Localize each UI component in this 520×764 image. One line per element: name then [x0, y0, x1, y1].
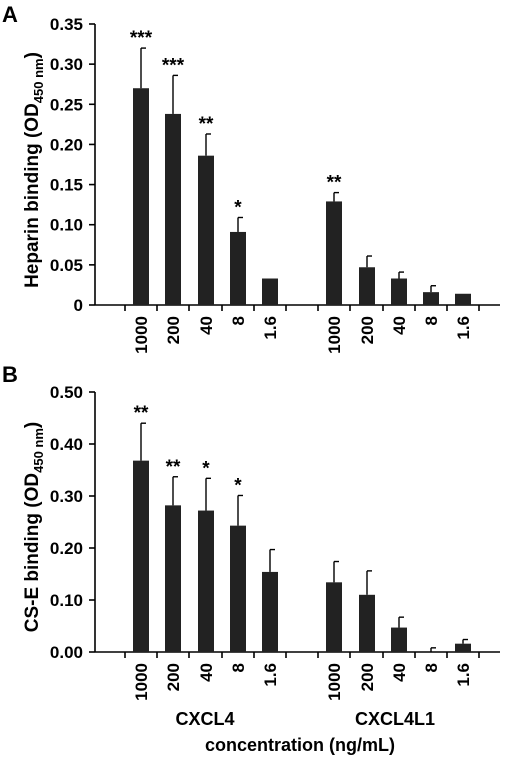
- panel-b-category-label: 40: [390, 663, 409, 682]
- panel-b-bar: [133, 460, 149, 652]
- panel-b-letter: B: [2, 362, 18, 387]
- panel-b-y-tick-label: 0.20: [50, 539, 83, 558]
- panel-b-y-tick-label: 0.50: [50, 383, 83, 402]
- panel-a-y-tick-label: 0.30: [50, 55, 83, 74]
- panel-b-category-label: 1000: [325, 663, 344, 701]
- panel-a-bar: [423, 292, 439, 305]
- panel-b-y-tick-label: 0.30: [50, 487, 83, 506]
- panel-a-y-tick-label: 0.20: [50, 135, 83, 154]
- panel-a-plot: 00.050.100.150.200.250.300.35***1000***2…: [50, 15, 500, 354]
- panel-a-bar: [391, 278, 407, 305]
- panel-b-y-tick-label: 0.10: [50, 591, 83, 610]
- panel-a-significance-label: ***: [130, 28, 153, 49]
- panel-b-category-label: 200: [358, 663, 377, 691]
- panel-a-y-tick-label: 0.05: [50, 256, 83, 275]
- panel-b-bar: [262, 571, 278, 652]
- panel-a-bar: [133, 88, 149, 305]
- panel-b-bar: [198, 510, 214, 652]
- panel-b-category-label: 1.6: [454, 663, 473, 687]
- panel-a-bar: [230, 231, 246, 305]
- panel-b-ylabel: CS-E binding (OD450 nm): [22, 422, 46, 633]
- panel-a-significance-label: *: [234, 197, 242, 218]
- group-label-cxcl4: CXCL4: [175, 709, 234, 729]
- panel-a-ylabel: Heparin binding (OD450 nm): [22, 52, 46, 288]
- panel-a-y-tick-label: 0: [74, 296, 83, 315]
- panel-a-bar: [165, 113, 181, 305]
- panel-a-bar: [326, 201, 342, 305]
- panel-b-plot: 0.00 0.10 0.20 0.30 0.40 0.50 ** 1000 ** 200 * 40 * 8…: [50, 383, 500, 701]
- panel-b-significance-label: *: [234, 475, 242, 496]
- panel-b-bar: [165, 505, 181, 652]
- panel-a-category-label: 200: [164, 316, 183, 344]
- panel-a-letter: A: [2, 2, 18, 27]
- panel-a-category-label: 40: [197, 316, 216, 335]
- panel-b-significance-label: **: [134, 403, 149, 424]
- panel-b-y-tick-label: 0.00: [50, 643, 83, 662]
- panel-a-bar: [455, 293, 471, 305]
- panel-b-category-label: 40: [197, 663, 216, 682]
- panel-a-category-label: 1000: [132, 316, 151, 354]
- panel-b-significance-label: **: [166, 457, 181, 478]
- panel-a-significance-label: ***: [162, 55, 185, 76]
- panel-b-y-tick-label: 0.40: [50, 435, 83, 454]
- panel-b-category-label: 200: [164, 663, 183, 691]
- panel-b-category-label: 1.6: [261, 663, 280, 687]
- panel-b-category-label: 1000: [132, 663, 151, 701]
- panel-a-category-label: 8: [229, 316, 248, 325]
- panel-a-y-tick-label: 0.10: [50, 216, 83, 235]
- panel-a-y-tick-label: 0.15: [50, 176, 83, 195]
- panel-a-significance-label: **: [199, 114, 214, 135]
- panel-a-y-tick-label: 0.35: [50, 15, 83, 34]
- panel-a-significance-label: **: [327, 173, 342, 194]
- panel-a-y-tick-label: 0.25: [50, 95, 83, 114]
- panel-a-category-label: 1.6: [261, 316, 280, 340]
- panel-a-category-label: 1000: [325, 316, 344, 354]
- x-axis-title: concentration (ng/mL): [205, 735, 395, 755]
- panel-b-significance-label: *: [202, 458, 210, 479]
- panel-b-bar: [455, 643, 471, 652]
- panel-b-category-label: 8: [229, 663, 248, 672]
- panel-b-category-label: 8: [422, 663, 441, 672]
- panel-a-category-label: 8: [422, 316, 441, 325]
- panel-a-category-label: 40: [390, 316, 409, 335]
- panel-a-bar: [262, 278, 278, 305]
- panel-a-category-label: 1.6: [454, 316, 473, 340]
- panel-b-bar: [326, 582, 342, 652]
- panel-a-category-label: 200: [358, 316, 377, 344]
- panel-a-bar: [198, 155, 214, 305]
- group-label-cxcl4l1: CXCL4L1: [355, 709, 435, 729]
- panel-b-bar: [391, 627, 407, 652]
- panel-b-bar: [359, 594, 375, 652]
- panel-b-bar: [230, 525, 246, 652]
- panel-a-bar: [359, 267, 375, 305]
